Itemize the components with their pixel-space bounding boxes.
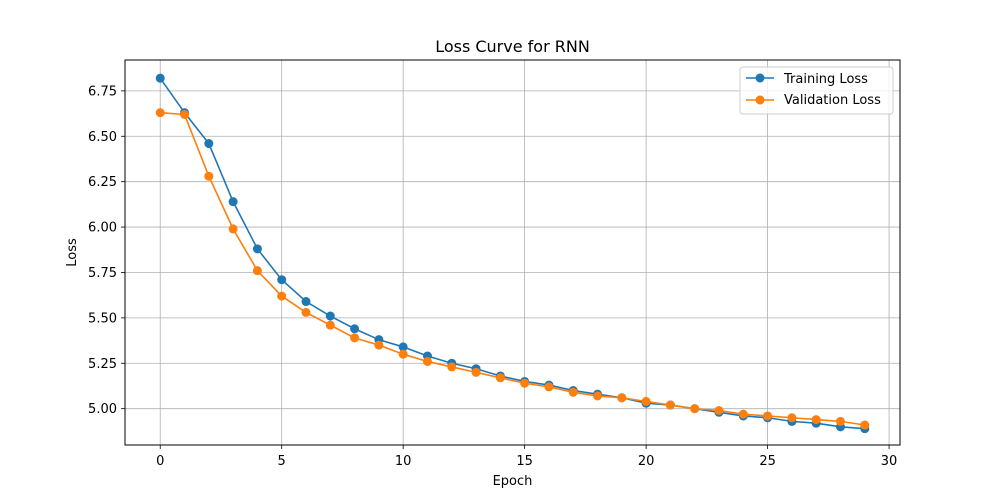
training-loss-point xyxy=(350,324,360,334)
training-loss-point xyxy=(204,139,214,149)
legend-training-marker xyxy=(755,73,765,83)
x-tick-label: 25 xyxy=(759,454,776,469)
legend-validation-label: Validation Loss xyxy=(784,93,881,108)
x-tick-label: 20 xyxy=(638,454,655,469)
training-loss-point xyxy=(155,73,165,83)
validation-loss-point xyxy=(520,378,530,388)
validation-loss-point xyxy=(204,171,214,181)
training-loss-point xyxy=(277,275,287,285)
axis-ticks: 0 5 10 15 20 25 30 5.00 5.25 5.50 5.75 6.00 6.25 6.50… xyxy=(88,84,897,469)
y-tick-label: 5.25 xyxy=(88,357,117,372)
y-tick-label: 6.75 xyxy=(88,84,117,99)
validation-loss-point xyxy=(738,409,748,419)
x-tick-label: 15 xyxy=(516,454,533,469)
validation-loss-point xyxy=(447,362,457,372)
x-tick-label: 30 xyxy=(881,454,898,469)
validation-loss-point xyxy=(544,382,554,392)
validation-loss-point xyxy=(665,400,675,410)
legend-training-label: Training Loss xyxy=(783,72,868,87)
training-loss-point xyxy=(325,311,335,321)
validation-loss-point xyxy=(811,415,821,425)
x-tick-label: 10 xyxy=(395,454,412,469)
chart-title: Loss Curve for RNN xyxy=(435,37,590,56)
validation-loss-point xyxy=(277,291,287,301)
validation-loss-point xyxy=(860,420,870,430)
training-loss-point xyxy=(398,342,408,352)
validation-loss-point xyxy=(763,411,773,421)
legend-box xyxy=(739,66,894,115)
grid-lines xyxy=(125,60,900,445)
validation-loss-point xyxy=(471,367,481,377)
x-axis-label: Epoch xyxy=(493,474,533,489)
validation-loss-point xyxy=(155,108,165,118)
y-tick-label: 6.00 xyxy=(88,221,117,236)
series-layer xyxy=(155,73,870,434)
plot-frame xyxy=(124,59,901,446)
validation-loss-point xyxy=(252,266,262,276)
legend: Training Loss Validation Loss xyxy=(739,66,894,115)
training-loss-point xyxy=(252,244,262,254)
validation-loss-point xyxy=(787,413,797,423)
y-tick-label: 5.00 xyxy=(88,402,117,417)
y-axis-label: Loss xyxy=(65,238,80,267)
validation-loss-point xyxy=(568,387,578,397)
training-loss-point xyxy=(301,297,311,307)
validation-loss-point xyxy=(350,333,360,343)
validation-loss-point xyxy=(180,109,190,119)
validation-loss-point xyxy=(714,405,724,415)
x-tick-label: 5 xyxy=(278,454,286,469)
validation-loss-point xyxy=(228,224,238,234)
x-tick-label: 0 xyxy=(156,454,164,469)
y-tick-label: 5.75 xyxy=(88,266,117,281)
y-tick-label: 6.25 xyxy=(88,175,117,190)
validation-loss-point xyxy=(325,320,335,330)
y-tick-label: 5.50 xyxy=(88,311,117,326)
validation-loss-point xyxy=(593,391,603,401)
legend-validation-marker xyxy=(755,95,765,105)
validation-loss-point xyxy=(690,404,700,414)
y-tick-label: 6.50 xyxy=(88,130,117,145)
validation-loss-point xyxy=(374,340,384,350)
validation-loss-point xyxy=(617,393,627,403)
validation-loss-point xyxy=(398,349,408,359)
validation-loss-point xyxy=(641,396,651,406)
validation-loss-point xyxy=(301,307,311,317)
validation-loss-point xyxy=(835,416,845,426)
validation-loss-point xyxy=(495,373,505,383)
training-loss-point xyxy=(228,197,238,207)
validation-loss-point xyxy=(422,356,432,366)
